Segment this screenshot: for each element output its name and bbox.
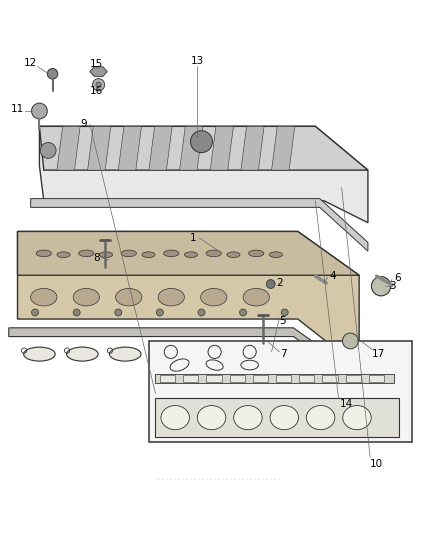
Ellipse shape: [234, 406, 262, 430]
Bar: [160, 375, 175, 382]
Polygon shape: [39, 126, 368, 170]
Ellipse shape: [158, 288, 184, 306]
Text: 11: 11: [11, 104, 24, 114]
Text: 16: 16: [90, 86, 103, 96]
Polygon shape: [39, 126, 368, 223]
Ellipse shape: [99, 252, 113, 257]
Text: 17: 17: [372, 349, 385, 359]
Circle shape: [32, 103, 47, 119]
Polygon shape: [90, 67, 107, 76]
Polygon shape: [210, 126, 233, 170]
Ellipse shape: [31, 288, 57, 306]
Text: 2: 2: [276, 278, 283, 288]
Ellipse shape: [164, 250, 179, 257]
Circle shape: [371, 277, 391, 296]
Polygon shape: [272, 126, 295, 170]
Circle shape: [156, 309, 163, 316]
Bar: [253, 375, 268, 382]
Text: 12: 12: [24, 58, 37, 68]
Polygon shape: [241, 126, 264, 170]
Ellipse shape: [306, 406, 335, 430]
Ellipse shape: [116, 288, 142, 306]
Ellipse shape: [152, 347, 184, 361]
Bar: [183, 375, 198, 382]
Ellipse shape: [110, 347, 141, 361]
Polygon shape: [18, 231, 359, 367]
Polygon shape: [88, 126, 111, 170]
Ellipse shape: [24, 347, 55, 361]
Text: 14: 14: [339, 399, 353, 409]
Text: 1: 1: [189, 233, 196, 243]
Bar: [322, 375, 338, 382]
Ellipse shape: [227, 252, 240, 257]
Circle shape: [115, 309, 122, 316]
Ellipse shape: [206, 250, 221, 257]
Circle shape: [240, 309, 247, 316]
Polygon shape: [155, 374, 394, 383]
Polygon shape: [18, 231, 359, 275]
Bar: [149, 341, 412, 442]
Polygon shape: [118, 126, 141, 170]
Ellipse shape: [343, 406, 371, 430]
Ellipse shape: [269, 252, 283, 257]
Ellipse shape: [270, 406, 299, 430]
Circle shape: [92, 78, 105, 91]
Text: 6: 6: [394, 273, 401, 284]
Circle shape: [343, 333, 358, 349]
Ellipse shape: [195, 347, 227, 361]
Text: 4: 4: [329, 271, 336, 281]
Bar: [230, 375, 245, 382]
Circle shape: [47, 69, 58, 79]
Ellipse shape: [67, 347, 98, 361]
Text: 7: 7: [280, 349, 287, 359]
Text: 8: 8: [93, 253, 100, 263]
Ellipse shape: [238, 347, 270, 361]
Ellipse shape: [121, 250, 137, 257]
Bar: [276, 375, 291, 382]
Bar: [369, 375, 384, 382]
Circle shape: [32, 309, 39, 316]
Ellipse shape: [142, 252, 155, 257]
Text: 5: 5: [279, 316, 286, 326]
Text: . . . . . . . . . . . . . . . . . . . . . . . . . . . . . . .: . . . . . . . . . . . . . . . . . . . . …: [158, 477, 280, 481]
Circle shape: [40, 142, 56, 158]
Polygon shape: [57, 126, 80, 170]
Text: 3: 3: [389, 281, 396, 291]
Circle shape: [281, 309, 288, 316]
Polygon shape: [155, 398, 399, 437]
Polygon shape: [9, 328, 355, 381]
Ellipse shape: [78, 250, 94, 257]
Ellipse shape: [197, 406, 226, 430]
Circle shape: [73, 309, 80, 316]
Ellipse shape: [36, 250, 52, 257]
Polygon shape: [149, 126, 172, 170]
Ellipse shape: [243, 288, 269, 306]
Text: 15: 15: [90, 59, 103, 69]
Circle shape: [266, 280, 275, 288]
Circle shape: [198, 309, 205, 316]
Ellipse shape: [73, 288, 99, 306]
Bar: [299, 375, 314, 382]
Ellipse shape: [201, 288, 227, 306]
Bar: [346, 375, 361, 382]
Circle shape: [96, 82, 101, 87]
Text: 10: 10: [370, 458, 383, 469]
Text: 9: 9: [80, 119, 87, 129]
Ellipse shape: [161, 406, 190, 430]
Circle shape: [191, 131, 212, 152]
Ellipse shape: [248, 250, 264, 257]
Text: 13: 13: [191, 55, 204, 66]
Ellipse shape: [184, 252, 198, 257]
Ellipse shape: [57, 252, 70, 257]
Polygon shape: [31, 199, 368, 251]
Polygon shape: [180, 126, 203, 170]
Bar: [206, 375, 222, 382]
